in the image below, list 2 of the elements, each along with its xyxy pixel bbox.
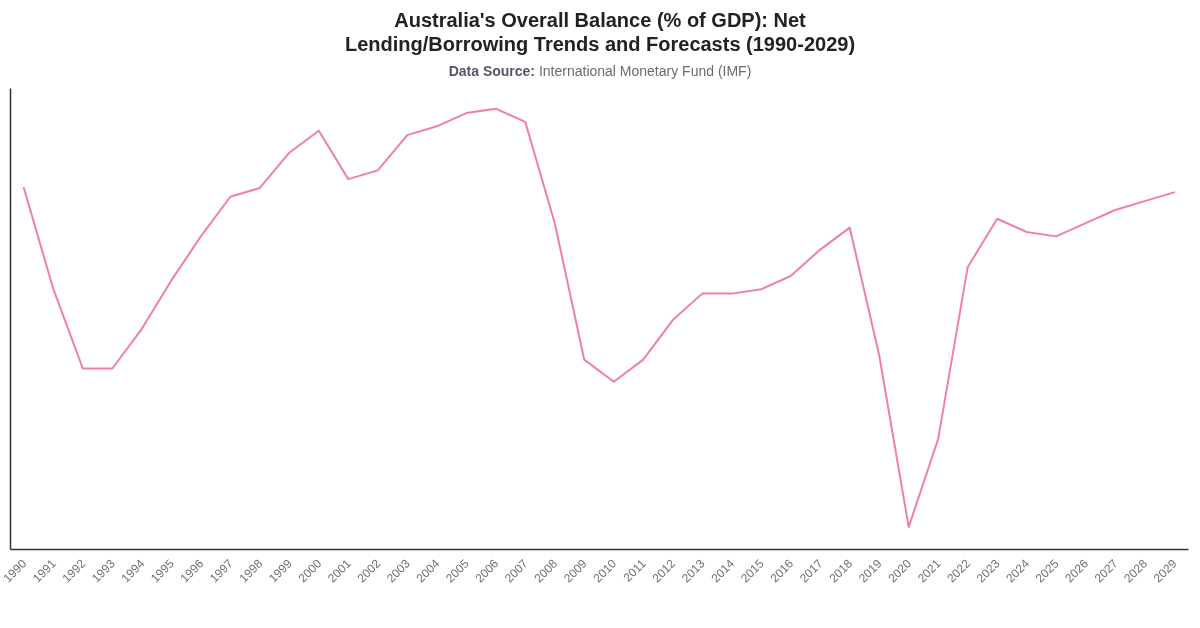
chart-subtitle: Data Source: International Monetary Fund (IMF) bbox=[448, 63, 752, 79]
chart-title: Australia's Overall Balance (% of GDP): Net Lending/Borrowing Trends and Forecasts (1990-2029) bbox=[343, 8, 857, 56]
